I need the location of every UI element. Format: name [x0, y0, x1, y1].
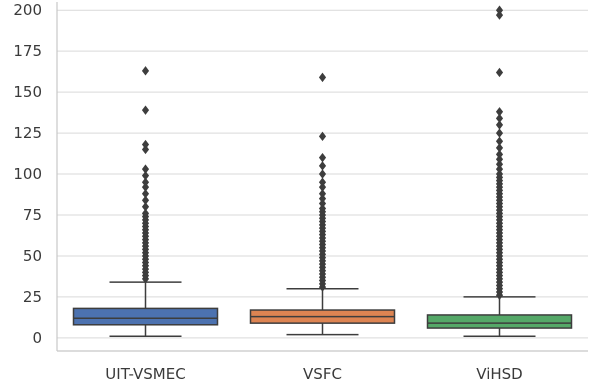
x-tick-labels: UIT-VSMEC VSFC ViHSD — [105, 365, 522, 383]
outlier-point — [318, 203, 327, 214]
outlier-point — [141, 105, 150, 115]
y-tick-label: 25 — [23, 288, 42, 306]
outlier-point — [141, 208, 150, 219]
outlier-point — [495, 169, 504, 179]
outlier-point — [495, 113, 504, 124]
outlier-point — [495, 136, 504, 146]
y-tick-label: 50 — [23, 247, 42, 265]
x-tick-label: ViHSD — [476, 365, 522, 383]
outlier-point — [318, 193, 327, 204]
outlier-point — [141, 139, 150, 150]
outlier-point — [495, 128, 504, 138]
outlier-point — [141, 164, 150, 174]
outlier-point — [141, 195, 150, 205]
y-tick-labels: 0 25 50 75 100 125 150 175 200 — [13, 1, 42, 347]
x-tick-label: VSFC — [303, 365, 342, 383]
outlier-point — [141, 144, 150, 155]
iqr-box — [72, 307, 219, 326]
y-tick-label: 0 — [32, 329, 42, 347]
outlier-point — [141, 66, 150, 76]
outlier-point — [141, 177, 150, 187]
outlier-point — [495, 5, 504, 15]
outlier-point — [495, 10, 504, 20]
outlier-point — [318, 177, 327, 187]
outlier-point — [141, 202, 150, 212]
y-tick-label: 150 — [13, 83, 42, 101]
outlier-point — [141, 189, 150, 199]
outlier-point — [318, 182, 327, 192]
outlier-point — [495, 154, 504, 164]
outlier-point — [495, 164, 504, 174]
outlier-point — [318, 169, 327, 179]
outlier-point — [318, 72, 327, 83]
outlier-point — [318, 189, 327, 199]
y-tick-label: 75 — [23, 206, 42, 224]
y-tick-label: 125 — [13, 124, 42, 142]
outlier-point — [318, 152, 327, 163]
outlier-point — [495, 107, 504, 117]
y-tick-label: 200 — [13, 1, 42, 19]
box-vihsd — [426, 5, 573, 338]
y-tick-label: 175 — [13, 42, 42, 60]
outlier-point — [495, 67, 504, 78]
iqr-box — [426, 314, 573, 329]
box-uit-vsmec — [72, 66, 219, 338]
outlier-point — [495, 120, 504, 130]
outlier-point — [495, 159, 504, 169]
outlier-point — [141, 182, 150, 192]
y-tick-label: 100 — [13, 165, 42, 183]
outlier-point — [495, 143, 504, 153]
outlier-point — [141, 170, 150, 181]
outlier-point — [318, 161, 327, 171]
outlier-point — [318, 131, 327, 142]
outlier-point — [318, 198, 327, 209]
x-tick-label: UIT-VSMEC — [105, 365, 185, 383]
axes — [56, 2, 588, 352]
outlier-point — [495, 149, 504, 160]
box-vsfc — [249, 72, 396, 336]
boxes — [72, 5, 573, 338]
